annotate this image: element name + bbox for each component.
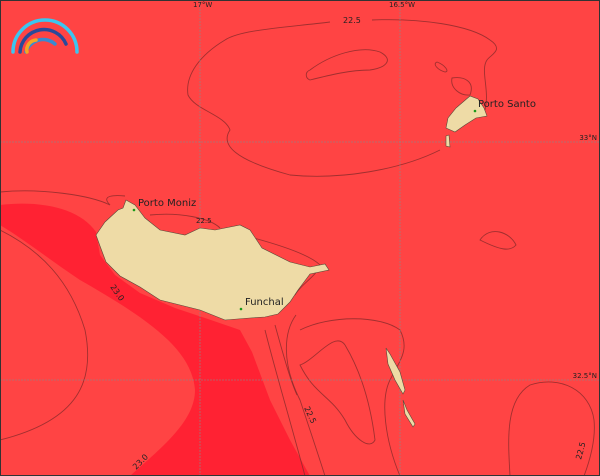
land bbox=[95, 95, 488, 428]
lat-label: 33°N bbox=[579, 134, 597, 142]
contour-label: 22.5 bbox=[343, 16, 361, 25]
place-label-porto-santo: Porto Santo bbox=[478, 99, 536, 110]
lon-label: 16.5°W bbox=[389, 1, 415, 9]
porto-moniz-marker bbox=[132, 208, 136, 212]
porto-santo-island bbox=[445, 95, 488, 133]
lat-label: 32.5°N bbox=[573, 372, 597, 380]
contour-label: 22.5 bbox=[196, 217, 212, 225]
lon-label: 17°W bbox=[193, 1, 212, 9]
deserta-grande-island bbox=[385, 347, 406, 395]
porto-santo-marker bbox=[473, 109, 477, 113]
warm-zone bbox=[0, 203, 310, 476]
place-label-porto-moniz: Porto Moniz bbox=[138, 198, 196, 209]
islet bbox=[445, 134, 451, 148]
madeira-island bbox=[95, 199, 330, 321]
place-label-funchal: Funchal bbox=[245, 297, 284, 308]
bugio-island bbox=[402, 399, 416, 428]
rainbow-arcs-logo bbox=[11, 18, 79, 54]
contour-label: 22.5 bbox=[574, 441, 587, 461]
funchal-marker bbox=[239, 307, 243, 311]
